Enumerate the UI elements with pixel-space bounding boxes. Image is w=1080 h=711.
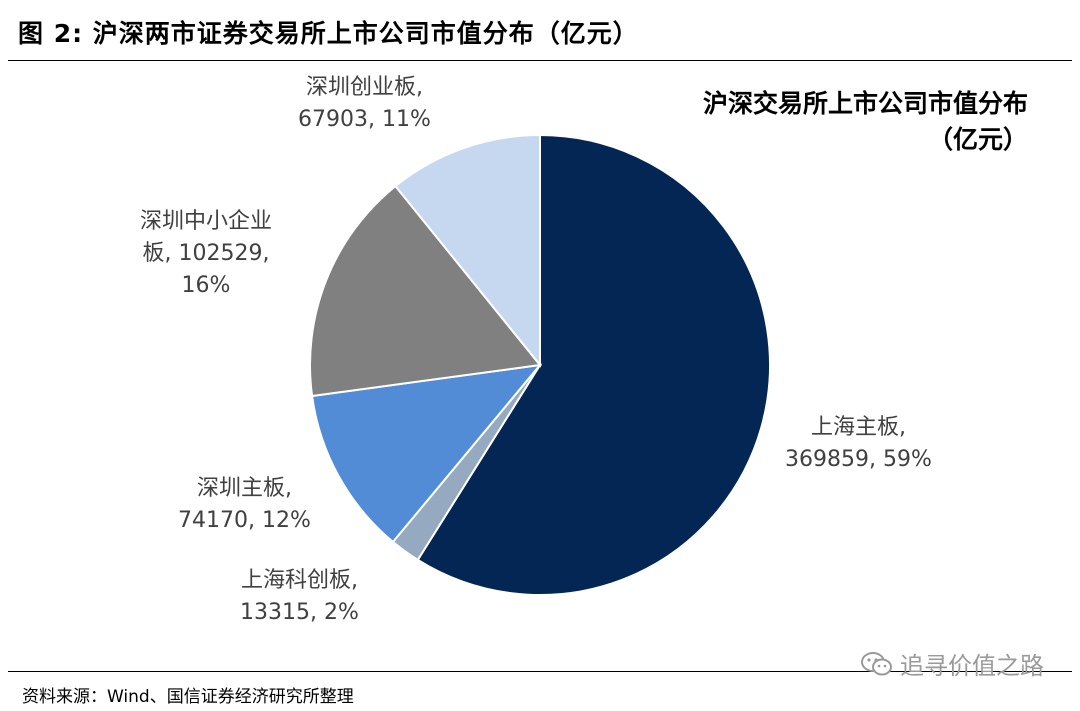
label-shenzhen-main-name: 深圳主板, <box>196 476 292 501</box>
watermark: 追寻价值之路 <box>860 646 1044 681</box>
pie-slice-4 <box>394 133 541 368</box>
label-shanghai-star: 上海科创板, 13315, 2% <box>240 565 359 629</box>
label-shenzhen-sme-percent: 16% <box>181 273 231 298</box>
footer-rule <box>8 671 1072 672</box>
label-shenzhen-sme: 深圳中小企业 板, 102529, 16% <box>140 206 272 302</box>
label-shanghai-main: 上海主板, 369859, 59% <box>785 412 932 476</box>
label-shenzhen-main-value: 74170, 12% <box>178 508 311 533</box>
watermark-text: 追寻价值之路 <box>900 652 1044 680</box>
source-note: 资料来源：Wind、国信证券经济研究所整理 <box>22 687 354 707</box>
pie-slice-2 <box>310 363 543 544</box>
pie-slice-0 <box>416 133 771 596</box>
figure-header: 图 2: 沪深两市证券交易所上市公司市值分布（亿元） <box>0 0 1080 60</box>
label-shenzhen-chinext-name: 深圳创业板, <box>305 75 423 100</box>
header-rule <box>8 60 1072 61</box>
chart-title: 沪深交易所上市公司市值分布 （亿元） <box>703 86 1028 158</box>
label-shanghai-main-value: 369859, 59% <box>785 447 932 472</box>
chart-title-line1: 沪深交易所上市公司市值分布 <box>702 89 1028 118</box>
figure-title: 图 2: 沪深两市证券交易所上市公司市值分布（亿元） <box>18 19 639 48</box>
label-shanghai-main-name: 上海主板, <box>810 415 906 440</box>
label-shenzhen-chinext-value: 67903, 11% <box>298 107 431 132</box>
pie-slice-3 <box>309 184 542 398</box>
chart-title-line2: （亿元） <box>927 125 1028 154</box>
label-shanghai-star-value: 13315, 2% <box>240 600 359 625</box>
label-shenzhen-main: 深圳主板, 74170, 12% <box>178 473 311 537</box>
wechat-icon <box>861 651 892 675</box>
label-shenzhen-sme-name: 深圳中小企业 <box>140 209 273 234</box>
label-shanghai-star-name: 上海科创板, <box>240 568 358 593</box>
label-shenzhen-sme-value: 板, 102529, <box>142 241 270 266</box>
label-shenzhen-chinext: 深圳创业板, 67903, 11% <box>298 72 431 136</box>
